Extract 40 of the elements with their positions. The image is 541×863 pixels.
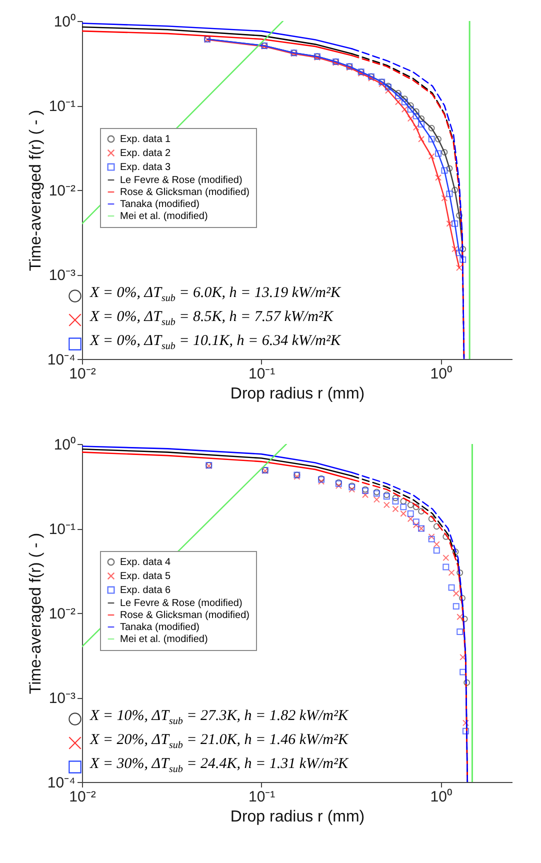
legend-label: Exp. data 4: [120, 557, 172, 568]
y-axis-title: Time-averaged f(r) ( - ): [27, 110, 44, 272]
y-tick-label: 10⁻³: [48, 690, 76, 707]
y-tick-label: 10⁰: [54, 14, 76, 30]
y-tick-label: 10⁻¹: [48, 98, 76, 115]
x-axis-title: Drop radius r (mm): [230, 386, 365, 402]
annotation: X = 20%, ΔT$_{sub}$ = 21.0K, h = 1.46 kW/m²K: [90, 731, 348, 753]
legend-label: Tanaka (modified): [120, 622, 200, 633]
legend-label: Rose & Glicksman (modified): [120, 187, 250, 198]
y-tick-label: 10⁻²: [48, 182, 76, 200]
y-tick-label: 10⁻⁴: [47, 352, 76, 368]
annotation: X = 0%, ΔT$_{sub}$ = 8.5K, h = 7.57 kW/m²K: [90, 308, 333, 330]
annotation: X = 0%, ΔT$_{sub}$ = 6.0K, h = 13.19 kW/m²K: [90, 284, 340, 306]
x-tick-label: 10⁰: [430, 366, 452, 382]
annotation: X = 10%, ΔT$_{sub}$ = 27.3K, h = 1.82 kW/m²K: [90, 707, 348, 729]
x-axis-title: Drop radius r (mm): [230, 808, 365, 826]
y-tick-label: 10⁻²: [48, 606, 76, 622]
legend-label: Exp. data 6: [120, 585, 172, 596]
legend-label: Exp. data 1: [120, 134, 172, 145]
x-tick-label: 10⁻¹: [248, 366, 276, 382]
legend-label: Exp. data 3: [120, 162, 172, 173]
x-tick-label: 10⁻¹: [248, 788, 276, 806]
legend-label: Le Fevre & Rose (modified): [120, 598, 242, 609]
legend-label: Tanaka (modified): [120, 199, 200, 210]
legend-label: Le Fevre & Rose (modified): [120, 175, 242, 186]
y-tick-label: 10⁰: [54, 436, 76, 454]
annotation: X = 0%, ΔT$_{sub}$ = 10.1K, h = 6.34 kW/m²K: [90, 332, 340, 354]
legend-label: Exp. data 2: [120, 148, 172, 159]
y-tick-label: 10⁻³: [48, 267, 76, 284]
legend-label: Mei et al. (modified): [120, 634, 208, 645]
x-tick-label: 10⁻²: [69, 366, 96, 382]
annotation: X = 30%, ΔT$_{sub}$ = 24.4K, h = 1.31 kW/m²K: [90, 755, 348, 777]
y-axis-title: Time-averaged f(r) ( - ): [27, 532, 44, 694]
legend-label: Mei et al. (modified): [120, 211, 208, 222]
y-tick-label: 10⁻¹: [48, 521, 76, 538]
legend-label: Rose & Glicksman (modified): [120, 610, 250, 621]
legend-label: Exp. data 5: [120, 571, 172, 582]
y-tick-label: 10⁻⁴: [47, 774, 76, 792]
x-tick-label: 10⁰: [430, 788, 452, 806]
x-tick-label: 10⁻²: [69, 788, 96, 806]
